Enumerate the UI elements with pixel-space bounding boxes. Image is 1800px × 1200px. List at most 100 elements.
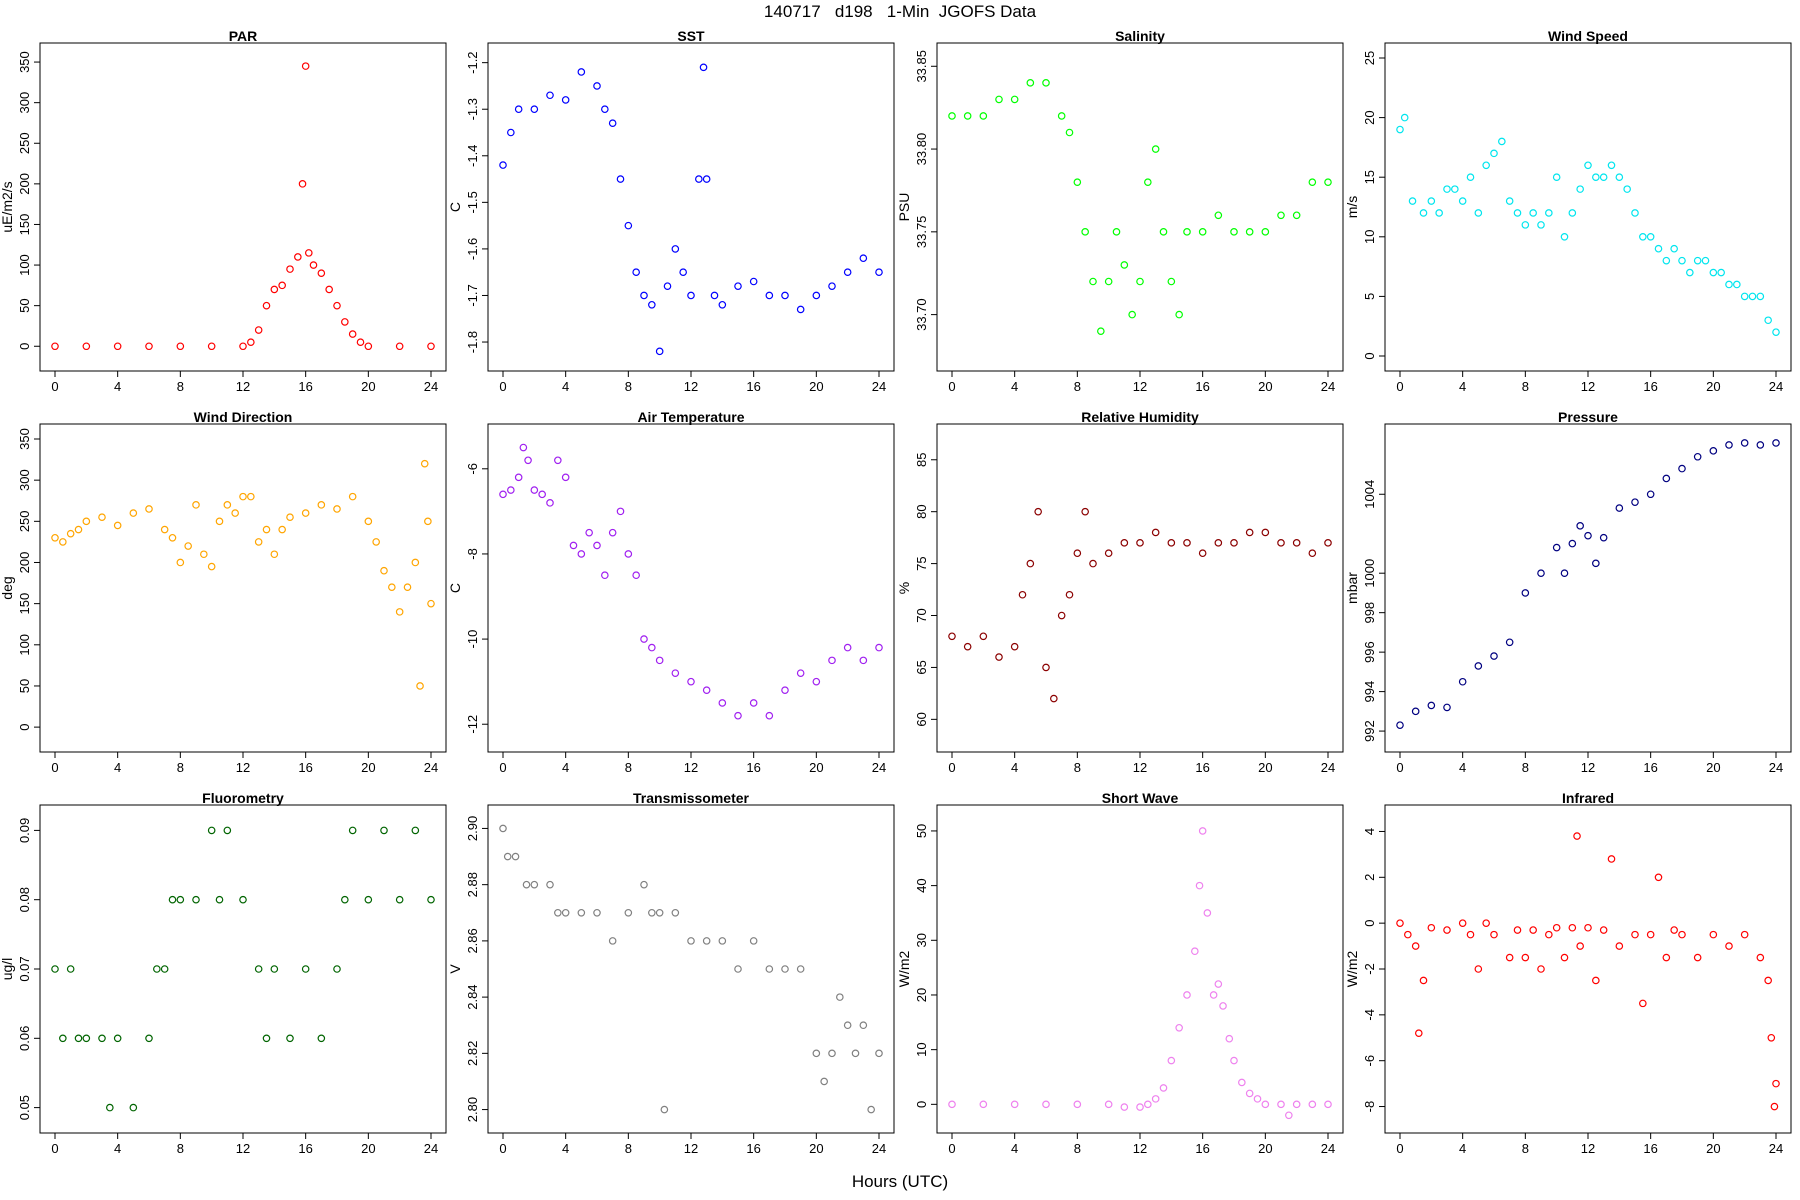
data-point (1772, 1079, 1780, 1088)
data-point (624, 221, 633, 230)
y-axis-label: deg (0, 576, 15, 599)
y-tick-label: 0.09 (17, 818, 32, 843)
x-tick-label: 4 (1011, 379, 1018, 394)
data-point (1545, 209, 1553, 217)
data-point (1599, 173, 1608, 182)
panel-title: Infrared (1562, 790, 1614, 806)
y-tick-label: 20 (914, 988, 929, 1002)
data-point (1521, 589, 1530, 597)
data-point (695, 175, 703, 183)
y-tick-label: 2.80 (465, 1097, 480, 1122)
data-point (1104, 549, 1113, 558)
data-point (648, 643, 656, 652)
data-point (1474, 209, 1483, 217)
data-point (59, 538, 67, 546)
y-tick-label: -1.5 (465, 191, 480, 213)
data-point (231, 509, 239, 517)
data-point (624, 908, 633, 917)
data-point (979, 632, 988, 641)
data-point (1225, 1034, 1234, 1043)
y-tick-label: 200 (17, 173, 32, 195)
data-point (254, 965, 263, 973)
data-point (836, 993, 844, 1001)
data-point (223, 826, 232, 835)
data-point (632, 571, 640, 580)
y-axis-label: PSU (896, 193, 912, 222)
x-tick-label: 12 (684, 760, 698, 775)
data-point (1709, 930, 1718, 939)
data-point (1151, 528, 1160, 537)
y-axis-label: W/m2 (1344, 951, 1360, 988)
data-point (215, 895, 224, 904)
data-point (687, 291, 695, 300)
x-tick-label: 24 (424, 379, 438, 394)
panel-title: Transmissometer (633, 790, 749, 806)
data-point (687, 677, 695, 686)
y-tick-label: 0.07 (17, 956, 32, 981)
data-point (1261, 228, 1270, 236)
x-tick-label: 4 (562, 379, 569, 394)
data-point (1419, 209, 1428, 217)
data-point (995, 653, 1003, 661)
data-point (663, 282, 672, 290)
x-tick-label: 24 (1321, 1141, 1335, 1156)
data-point (1195, 881, 1204, 890)
data-point (820, 1077, 828, 1086)
data-point (1631, 498, 1639, 506)
data-point (1568, 209, 1577, 217)
data-point (1592, 173, 1600, 182)
x-tick-label: 24 (424, 760, 438, 775)
y-tick-label: -2 (1362, 963, 1377, 975)
data-point (192, 501, 200, 509)
data-point (1701, 256, 1710, 265)
data-point (1662, 256, 1671, 265)
data-point (1396, 721, 1404, 729)
data-point (1411, 707, 1420, 716)
data-point (546, 499, 554, 507)
x-tick-label: 12 (1581, 379, 1595, 394)
data-point (1175, 310, 1183, 319)
data-point (828, 282, 836, 290)
data-point (270, 285, 279, 294)
data-point (1693, 953, 1702, 962)
data-point (1104, 277, 1113, 286)
x-tick-label: 16 (1643, 760, 1657, 775)
x-tick-label: 24 (1769, 1141, 1783, 1156)
data-point (1285, 1111, 1293, 1120)
data-point (718, 937, 727, 945)
plot-frame (936, 42, 1344, 372)
x-tick-label: 16 (1195, 379, 1209, 394)
x-tick-label: 24 (1769, 379, 1783, 394)
y-tick-label: 994 (1362, 681, 1377, 703)
y-tick-label: 100 (17, 634, 32, 656)
y-tick-label: 2.84 (465, 984, 480, 1009)
data-point (403, 583, 412, 591)
panel-air-temperature: Air Temperature 0 4 8 12 16 20 24 -6 -8 -10 -12 C (447, 409, 895, 775)
data-point (298, 180, 307, 188)
y-tick-label: -1.4 (465, 145, 480, 167)
data-point (859, 1021, 868, 1030)
data-point (632, 268, 640, 276)
y-tick-label: 0.05 (17, 1095, 32, 1120)
data-point (1277, 211, 1285, 220)
data-point (106, 1103, 114, 1112)
data-point (1639, 999, 1647, 1008)
data-point (1631, 209, 1639, 217)
data-point (1261, 528, 1270, 537)
data-point (364, 342, 373, 351)
data-point (1167, 539, 1176, 547)
plot-frame (1384, 423, 1792, 753)
y-tick-label: 60 (914, 712, 929, 726)
data-point (519, 443, 528, 452)
data-point (1065, 590, 1074, 599)
x-tick-label: 0 (51, 379, 58, 394)
data-point (1073, 178, 1082, 186)
x-tick-label: 4 (1011, 1141, 1018, 1156)
data-point (239, 342, 247, 351)
data-point (427, 342, 435, 351)
data-point (1740, 930, 1749, 939)
x-tick-label: 12 (1581, 760, 1595, 775)
x-tick-label: 20 (1258, 760, 1272, 775)
y-tick-label: 0 (17, 343, 32, 350)
data-point (561, 908, 570, 917)
